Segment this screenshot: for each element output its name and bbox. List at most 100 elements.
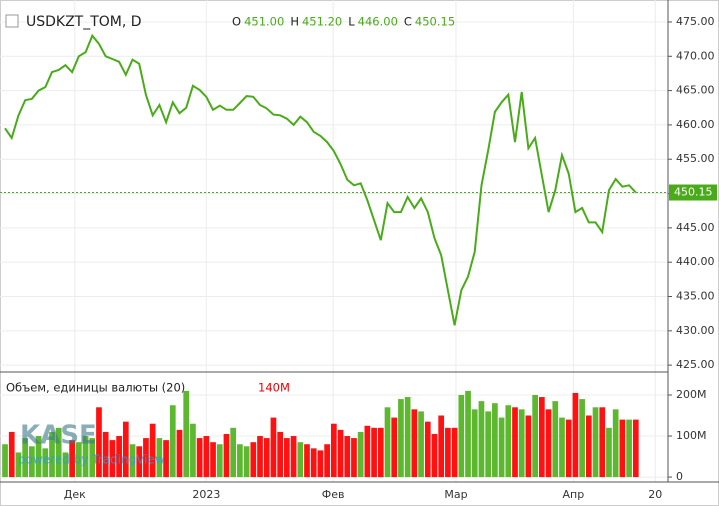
volume-bar [237, 444, 243, 478]
volume-title: Объем, единицы валюты (20) [6, 381, 185, 395]
ohlc-value: 451.20 [302, 15, 342, 29]
volume-bar [203, 436, 210, 478]
volume-pane [2, 390, 639, 478]
y-tick-label: 440.00 [676, 255, 715, 268]
volume-bar [29, 446, 35, 478]
volume-bar [263, 438, 270, 478]
volume-bar [75, 442, 82, 478]
volume-bar [471, 409, 478, 478]
volume-bar [492, 403, 498, 478]
price-line [4, 33, 637, 326]
volume-bar [297, 442, 304, 478]
volume-bar [532, 394, 538, 478]
ohlc-legend: O 451.00 H 451.20 L 446.00 C 450.15 [232, 15, 455, 29]
volume-bar [317, 450, 324, 478]
volume-bar [230, 427, 237, 478]
volume-bar [163, 440, 169, 478]
price-pane [0, 33, 668, 326]
watermark: KASE [20, 421, 97, 451]
volume-bar [82, 436, 89, 478]
volume-bar [418, 411, 424, 478]
y-tick-label: 445.00 [676, 221, 715, 234]
volume-bar [377, 427, 384, 478]
last-price-label: 450.15 [674, 186, 713, 199]
volume-bar [599, 407, 606, 478]
volume-bar [143, 438, 149, 478]
volume-bar [156, 438, 163, 478]
volume-bar [8, 431, 15, 478]
ohlc-key: O [232, 15, 241, 29]
x-tick-label: Фев [322, 488, 345, 501]
volume-bar [612, 409, 619, 478]
symbol: USDKZT_TOM, D [26, 14, 142, 30]
volume-bar [42, 448, 49, 478]
volume-bar [290, 436, 297, 478]
volume-bar [498, 417, 505, 478]
volume-bar [190, 423, 196, 478]
volume-bar [404, 397, 411, 478]
y-tick-label: 0 [676, 470, 683, 483]
y-tick-label: 455.00 [676, 152, 715, 165]
volume-bar [116, 436, 122, 478]
volume-bar [565, 419, 572, 478]
volume-bar [330, 423, 337, 478]
y-tick-label: 430.00 [676, 324, 715, 337]
y-tick-label: 465.00 [676, 84, 715, 97]
volume-bar [223, 433, 230, 478]
volume-bar [270, 417, 277, 478]
collapse-button[interactable] [5, 14, 19, 28]
volume-bar [538, 397, 545, 478]
volume-bar [411, 409, 418, 478]
ohlc-key: C [404, 15, 412, 29]
y-tick-label: 475.00 [676, 15, 715, 28]
volume-bar [89, 438, 96, 478]
volume-bar [216, 444, 223, 478]
volume-bar [525, 415, 532, 478]
volume-bar [310, 448, 317, 478]
volume-bar [109, 440, 116, 478]
ohlc-value: 451.00 [244, 15, 284, 29]
volume-bar [149, 423, 156, 478]
volume-bar [337, 429, 344, 478]
volume-bar [35, 436, 42, 478]
x-tick-label: Мар [444, 488, 467, 501]
volume-bar [243, 446, 250, 478]
ohlc-value: 450.15 [415, 15, 455, 29]
x-tick-label: 2023 [192, 488, 220, 501]
volume-bar [176, 429, 183, 478]
volume-bar [579, 399, 585, 478]
x-tick-label: Апр [563, 488, 585, 501]
volume-bar [250, 442, 257, 478]
volume-bar [505, 405, 512, 478]
volume-bar [169, 405, 176, 478]
volume-bar [512, 407, 518, 478]
ohlc-key: H [290, 15, 299, 29]
last-price-box [669, 184, 717, 201]
volume-bar [398, 399, 404, 478]
y-tick-label: 460.00 [676, 118, 715, 131]
volume-value: 140M [258, 381, 290, 395]
volume-bar [559, 417, 565, 478]
volume-bar [357, 431, 364, 478]
volume-bar [384, 407, 391, 478]
y-tick-label: 100M [676, 429, 707, 442]
volume-bar [445, 427, 451, 478]
volume-bar [364, 425, 371, 478]
volume-bar [22, 438, 29, 478]
volume-bar [391, 417, 398, 478]
volume-bar [102, 431, 109, 478]
volume-bar [324, 444, 330, 478]
y-tick-label: 200M [676, 388, 707, 401]
volume-bar [431, 433, 438, 478]
ohlc-value: 446.00 [358, 15, 398, 29]
volume-bar [424, 421, 431, 478]
volume-bar [458, 394, 465, 478]
powered-by: powered by TradingView [18, 453, 165, 467]
volume-bar [438, 415, 445, 478]
volume-bar [277, 431, 284, 478]
volume-bar [371, 427, 377, 478]
volume-bar [619, 419, 626, 478]
ohlc-key: L [348, 15, 355, 29]
